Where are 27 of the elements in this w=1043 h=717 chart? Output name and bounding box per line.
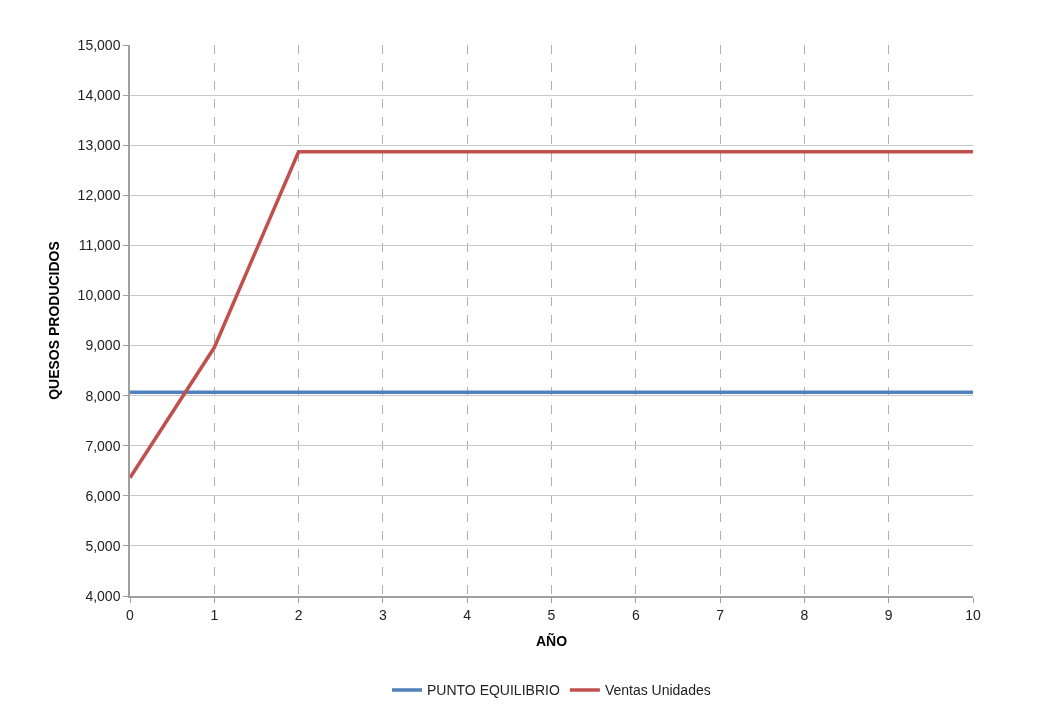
x-tick-label: 7 xyxy=(716,606,725,623)
y-tick-label: 7,000 xyxy=(85,437,121,454)
legend-label: Ventas Unidades xyxy=(604,682,711,699)
y-tick-label: 12,000 xyxy=(77,187,121,204)
y-tick-label: 5,000 xyxy=(85,537,121,554)
x-tick-label: 4 xyxy=(463,606,472,623)
x-tick-label: 3 xyxy=(379,606,387,623)
x-tick-label: 6 xyxy=(631,606,640,623)
x-tick-label: 1 xyxy=(210,606,219,623)
x-tick-label: 10 xyxy=(965,606,981,623)
y-tick-label: 11,000 xyxy=(78,237,121,254)
y-tick-label: 4,000 xyxy=(85,587,121,604)
x-tick-label: 9 xyxy=(884,606,893,623)
x-tick-label: 8 xyxy=(800,606,809,623)
y-tick-label: 6,000 xyxy=(85,487,121,504)
x-tick-label: 5 xyxy=(547,606,556,623)
y-axis-title: QUESOS PRODUCIDOS xyxy=(45,241,62,400)
y-tick-label: 13,000 xyxy=(77,137,121,154)
x-tick-label: 0 xyxy=(126,606,135,623)
y-tick-label: 15,000 xyxy=(77,36,121,53)
y-tick-label: 10,000 xyxy=(77,287,121,304)
x-axis-title: AÑO xyxy=(535,632,568,650)
y-tick-label: 8,000 xyxy=(85,387,121,404)
legend-label: PUNTO EQUILIBRIO xyxy=(427,682,560,699)
y-tick-label: 9,000 xyxy=(85,337,121,354)
y-tick-label: 14,000 xyxy=(77,86,121,103)
x-tick-label: 2 xyxy=(294,606,303,623)
